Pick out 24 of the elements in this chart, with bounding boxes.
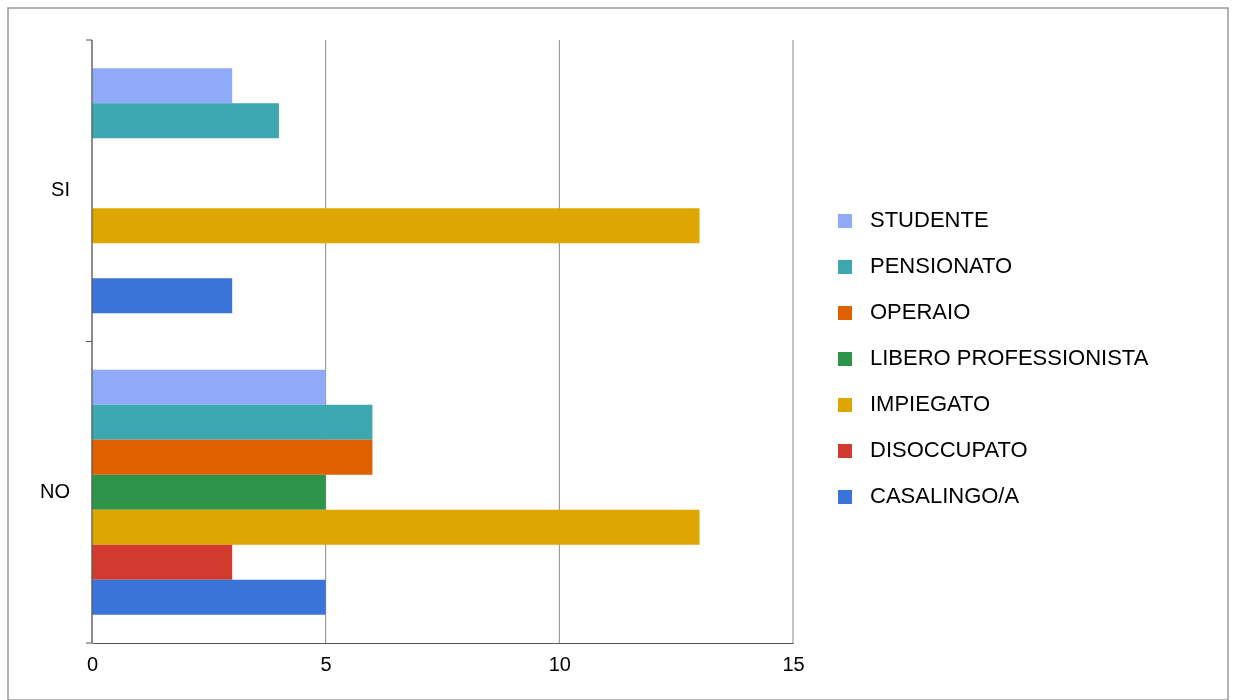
legend-label: IMPIEGATO <box>870 390 991 416</box>
legend-label: OPERAIO <box>870 298 971 324</box>
legend-label: STUDENTE <box>870 206 989 232</box>
bar <box>92 579 326 615</box>
x-tick-label: 15 <box>782 653 805 676</box>
bar <box>92 68 233 104</box>
x-tick-label: 5 <box>320 653 332 676</box>
x-tick-label: 10 <box>548 653 571 676</box>
bar <box>92 208 700 244</box>
bar <box>92 474 326 510</box>
bar <box>92 103 279 139</box>
bar <box>92 278 233 314</box>
legend-label: LIBERO PROFESSIONISTA <box>870 344 1149 370</box>
bar <box>92 404 373 440</box>
bar <box>92 369 326 405</box>
bar <box>92 544 233 580</box>
x-tick-label: 0 <box>86 653 99 676</box>
y-tick-label: SI <box>51 178 70 201</box>
legend-label: PENSIONATO <box>870 252 1013 278</box>
bar <box>92 439 373 475</box>
legend-label: DISOCCUPATO <box>870 436 1028 462</box>
y-tick-label: NO <box>40 479 70 502</box>
bar <box>92 509 700 545</box>
legend-label: CASALINGO/A <box>870 482 1020 508</box>
